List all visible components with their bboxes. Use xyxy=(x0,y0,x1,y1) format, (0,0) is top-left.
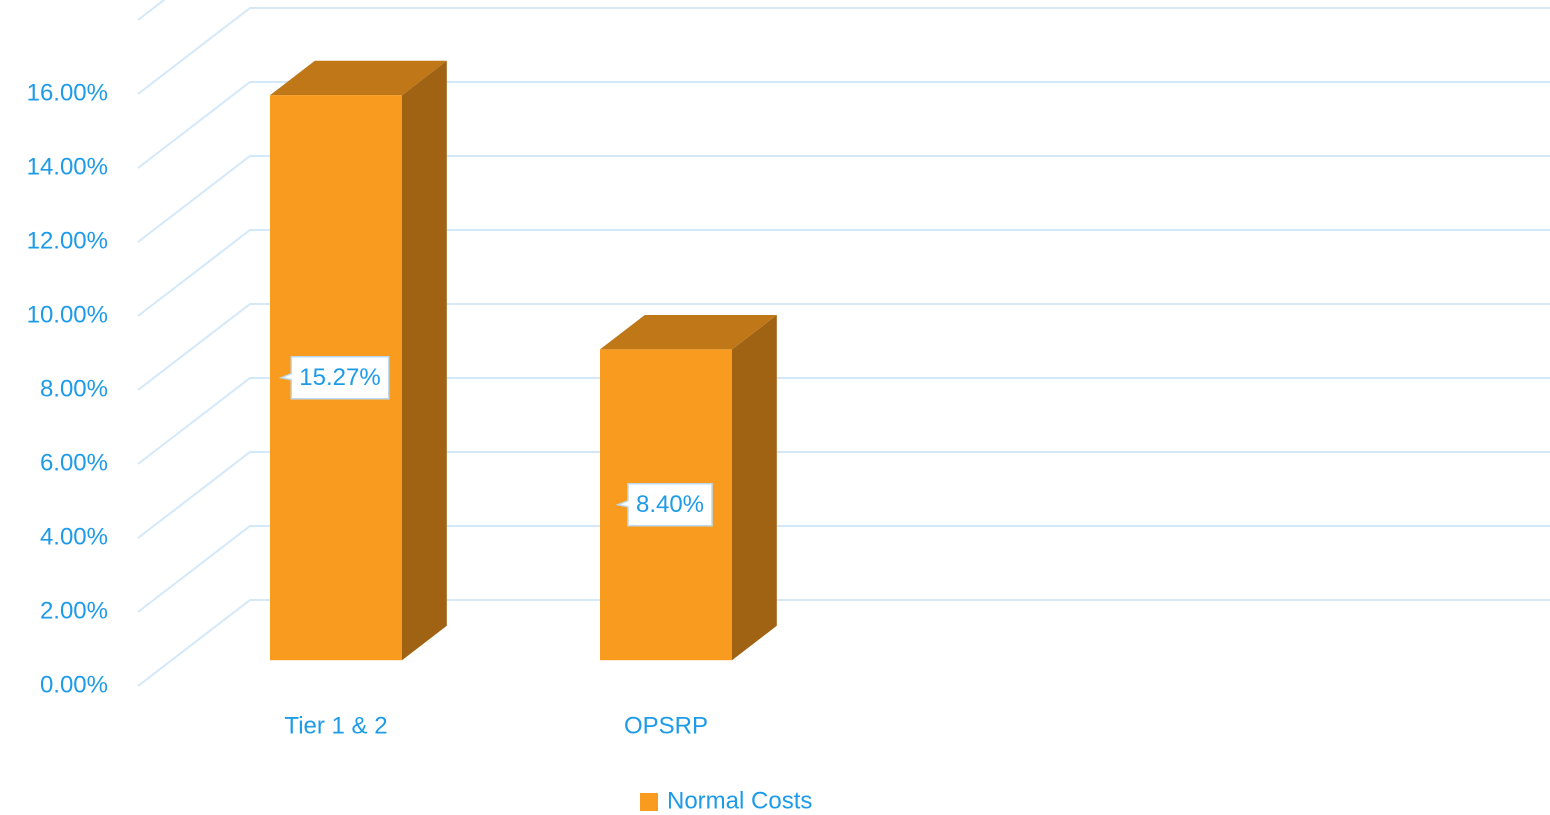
grid-line xyxy=(137,7,1550,95)
wall-edge xyxy=(137,0,166,21)
bar-top xyxy=(270,60,447,96)
x-tick-label: Tier 1 & 2 xyxy=(284,712,387,739)
data-label: 8.40% xyxy=(615,483,713,527)
bar-top xyxy=(600,315,777,350)
y-tick-label: 6.00% xyxy=(40,449,108,476)
y-tick-label: 12.00% xyxy=(27,227,108,254)
bar-side xyxy=(732,315,777,661)
y-tick-label: 4.00% xyxy=(40,523,108,550)
data-label: 15.27% xyxy=(278,355,390,400)
data-label-box xyxy=(615,483,713,527)
data-label-box xyxy=(278,355,390,400)
legend-label: Normal Costs xyxy=(667,787,812,814)
legend-swatch xyxy=(640,793,658,811)
y-tick-label: 8.00% xyxy=(40,375,108,402)
grid-line xyxy=(137,525,1550,613)
x-tick-label: OPSRP xyxy=(624,712,708,739)
grid-line xyxy=(137,303,1550,391)
data-label-text: 8.40% xyxy=(636,491,704,518)
grid-line xyxy=(137,451,1550,539)
bar-side xyxy=(402,60,447,661)
y-tick-label: 14.00% xyxy=(27,153,108,180)
y-tick-label: 0.00% xyxy=(40,671,108,698)
grid-line xyxy=(137,377,1550,465)
legend-item: Normal Costs xyxy=(640,787,812,814)
grid-line xyxy=(137,599,1550,687)
data-label-text: 15.27% xyxy=(299,364,380,391)
y-tick-label: 2.00% xyxy=(40,597,108,624)
y-tick-label: 10.00% xyxy=(27,301,108,328)
y-tick-label: 16.00% xyxy=(27,79,108,106)
grid-line xyxy=(137,81,1550,169)
grid-line xyxy=(137,155,1550,243)
grid-line xyxy=(137,229,1550,317)
